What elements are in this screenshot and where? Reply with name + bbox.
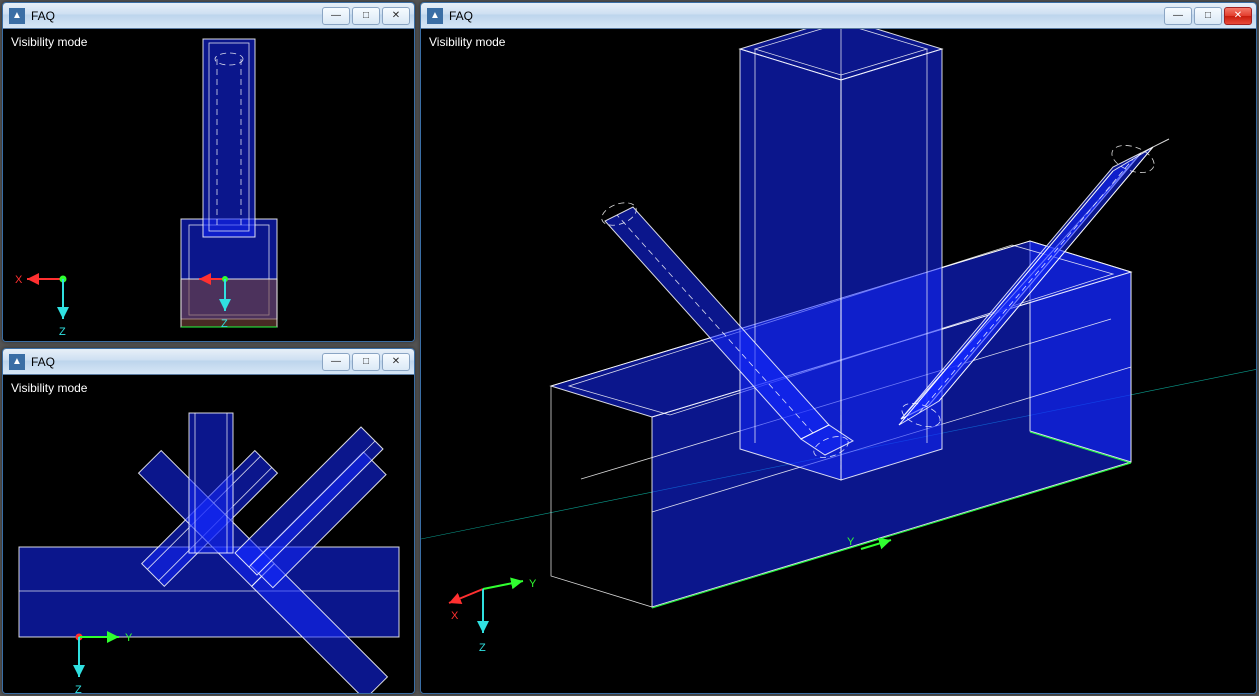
window-title: FAQ bbox=[449, 9, 473, 23]
viewport-xz[interactable]: Visibility mode bbox=[3, 29, 414, 341]
viewport-iso[interactable]: Visibility mode bbox=[421, 29, 1256, 693]
scene-xz: X Z Z bbox=[3, 29, 414, 341]
maximize-button[interactable]: □ bbox=[352, 353, 380, 371]
axis-x-label: X bbox=[15, 274, 23, 286]
close-button[interactable]: ✕ bbox=[382, 7, 410, 25]
maximize-icon: □ bbox=[1205, 10, 1211, 21]
scene-iso: Y X Y Z bbox=[421, 29, 1256, 693]
axis-gizmo-tl: X Z bbox=[15, 274, 67, 338]
maximize-button[interactable]: □ bbox=[1194, 7, 1222, 25]
app-icon: ▲ bbox=[9, 8, 25, 24]
close-button[interactable]: ✕ bbox=[1224, 7, 1252, 25]
minimize-button[interactable]: — bbox=[322, 353, 350, 371]
scene-yz: Y Z bbox=[3, 375, 414, 693]
maximize-icon: □ bbox=[363, 10, 369, 21]
axis-z-label: Z bbox=[59, 326, 66, 338]
axis-gizmo-bl: Y Z bbox=[75, 632, 133, 693]
minimize-button[interactable]: — bbox=[1164, 7, 1192, 25]
window-buttons: — □ ✕ bbox=[322, 353, 410, 371]
minimize-icon: — bbox=[1173, 10, 1183, 21]
window-buttons: — □ ✕ bbox=[322, 7, 410, 25]
titlebar[interactable]: ▲ FAQ — □ ✕ bbox=[3, 349, 414, 375]
minimize-icon: — bbox=[331, 356, 341, 367]
visibility-mode-label: Visibility mode bbox=[11, 381, 87, 395]
app-icon: ▲ bbox=[427, 8, 443, 24]
titlebar[interactable]: ▲ FAQ — □ ✕ bbox=[3, 3, 414, 29]
minimize-button[interactable]: — bbox=[322, 7, 350, 25]
viewport-yz[interactable]: Visibility mode bbox=[3, 375, 414, 693]
maximize-icon: □ bbox=[363, 356, 369, 367]
axis-gizmo-iso: X Y Z bbox=[449, 578, 537, 654]
close-button[interactable]: ✕ bbox=[382, 353, 410, 371]
window-right[interactable]: ▲ FAQ — □ ✕ Visibility mode bbox=[420, 2, 1257, 694]
window-title: FAQ bbox=[31, 9, 55, 23]
axis-z-label: Z bbox=[479, 642, 486, 654]
window-top-left[interactable]: ▲ FAQ — □ ✕ Visibility mode bbox=[2, 2, 415, 342]
close-icon: ✕ bbox=[392, 10, 400, 21]
window-bottom-left[interactable]: ▲ FAQ — □ ✕ Visibility mode bbox=[2, 348, 415, 694]
close-icon: ✕ bbox=[392, 356, 400, 367]
maximize-button[interactable]: □ bbox=[352, 7, 380, 25]
visibility-mode-label: Visibility mode bbox=[11, 35, 87, 49]
minimize-icon: — bbox=[331, 10, 341, 21]
axis-y-label: Y bbox=[529, 578, 537, 590]
close-icon: ✕ bbox=[1234, 10, 1242, 21]
window-buttons: — □ ✕ bbox=[1164, 7, 1252, 25]
window-title: FAQ bbox=[31, 355, 55, 369]
app-icon: ▲ bbox=[9, 354, 25, 370]
titlebar[interactable]: ▲ FAQ — □ ✕ bbox=[421, 3, 1256, 29]
axis-x-label: X bbox=[451, 610, 459, 622]
axis-z-label: Z bbox=[75, 684, 82, 693]
visibility-mode-label: Visibility mode bbox=[429, 35, 505, 49]
